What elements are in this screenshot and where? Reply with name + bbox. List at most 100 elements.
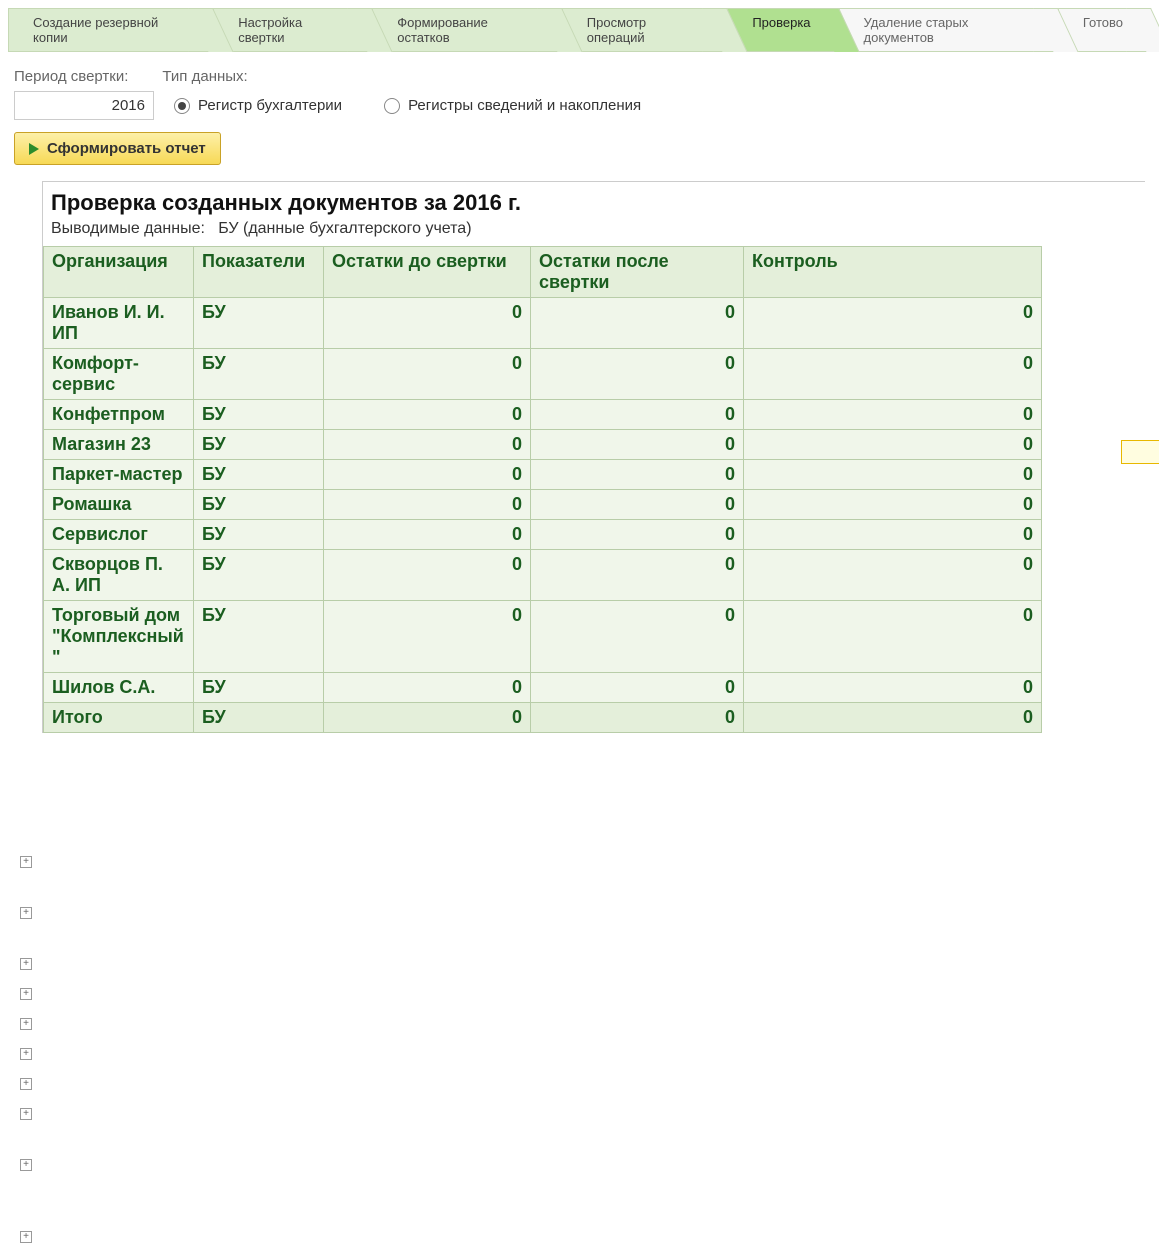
table-row: СервислогБУ000 xyxy=(44,520,1042,550)
table-cell: БУ xyxy=(194,400,324,430)
table-cell: Торговый дом "Комплексный" xyxy=(44,601,194,673)
table-row: Иванов И. И. ИПБУ000 xyxy=(44,298,1042,349)
table-cell: 0 xyxy=(531,601,744,673)
table-cell: 0 xyxy=(531,520,744,550)
table-row: КонфетпромБУ000 xyxy=(44,400,1042,430)
table-cell: Итого xyxy=(44,703,194,733)
table-cell: БУ xyxy=(194,430,324,460)
table-cell: 0 xyxy=(744,430,1042,460)
wizard-step-5[interactable]: Удаление старых документов xyxy=(839,8,1046,52)
expand-icon[interactable]: + xyxy=(20,958,32,970)
report-title: Проверка созданных документов за 2016 г. xyxy=(43,182,1145,220)
radio-accounting-register[interactable]: Регистр бухгалтерии xyxy=(174,97,342,114)
report-table: ОрганизацияПоказателиОстатки до сверткиО… xyxy=(43,246,1042,733)
table-cell: БУ xyxy=(194,673,324,703)
table-cell: 0 xyxy=(324,550,531,601)
play-icon xyxy=(29,143,39,155)
table-cell: 0 xyxy=(531,430,744,460)
table-cell: БУ xyxy=(194,490,324,520)
table-cell: 0 xyxy=(531,460,744,490)
table-cell: 0 xyxy=(744,490,1042,520)
expand-icon[interactable]: + xyxy=(20,907,32,919)
table-cell: 0 xyxy=(744,349,1042,400)
radio-icon xyxy=(174,98,190,114)
table-cell: 0 xyxy=(744,673,1042,703)
controls-panel: Период свертки: Тип данных: Регистр бухг… xyxy=(0,60,1159,122)
generate-report-button[interactable]: Сформировать отчет xyxy=(14,132,221,165)
table-cell: Паркет-мастер xyxy=(44,460,194,490)
table-row: Торговый дом "Комплексный"БУ000 xyxy=(44,601,1042,673)
wizard-step-1[interactable]: Настройка свертки xyxy=(213,8,360,52)
table-cell: 0 xyxy=(531,550,744,601)
table-cell: Магазин 23 xyxy=(44,430,194,460)
table-cell: 0 xyxy=(324,430,531,460)
table-cell: БУ xyxy=(194,460,324,490)
table-cell: 0 xyxy=(531,298,744,349)
table-cell: 0 xyxy=(531,673,744,703)
report-area: Проверка созданных документов за 2016 г.… xyxy=(0,181,1159,733)
table-cell: 0 xyxy=(744,550,1042,601)
table-row: Комфорт-сервисБУ000 xyxy=(44,349,1042,400)
expand-icon[interactable]: + xyxy=(20,1159,32,1171)
wizard-step-0[interactable]: Создание резервной копии xyxy=(8,8,201,52)
table-row: Паркет-мастерБУ000 xyxy=(44,460,1042,490)
table-cell: 0 xyxy=(531,349,744,400)
type-label: Тип данных: xyxy=(162,68,247,85)
table-cell: 0 xyxy=(744,703,1042,733)
table-cell: 0 xyxy=(324,490,531,520)
table-row: Магазин 23БУ000 xyxy=(44,430,1042,460)
table-cell: 0 xyxy=(324,349,531,400)
expand-icon[interactable]: + xyxy=(20,988,32,1000)
column-header: Остатки после свертки xyxy=(531,247,744,298)
radio-label: Регистр бухгалтерии xyxy=(198,97,342,114)
expand-icon[interactable]: + xyxy=(20,1231,32,1243)
expand-icon[interactable]: + xyxy=(20,1048,32,1060)
table-cell: 0 xyxy=(531,490,744,520)
table-row: Шилов С.А.БУ000 xyxy=(44,673,1042,703)
table-cell: 0 xyxy=(324,673,531,703)
table-cell: БУ xyxy=(194,298,324,349)
radio-label: Регистры сведений и накопления xyxy=(408,97,641,114)
radio-info-registers[interactable]: Регистры сведений и накопления xyxy=(384,97,641,114)
table-cell: Сервислог xyxy=(44,520,194,550)
column-header: Контроль xyxy=(744,247,1042,298)
table-cell: 0 xyxy=(324,298,531,349)
table-cell: БУ xyxy=(194,703,324,733)
wizard-step-3[interactable]: Просмотр операций xyxy=(562,8,716,52)
table-cell: БУ xyxy=(194,349,324,400)
table-cell: Конфетпром xyxy=(44,400,194,430)
table-cell: БУ xyxy=(194,601,324,673)
wizard-step-2[interactable]: Формирование остатков xyxy=(372,8,550,52)
table-cell: 0 xyxy=(744,520,1042,550)
table-cell: 0 xyxy=(744,601,1042,673)
radio-icon xyxy=(384,98,400,114)
expand-icon[interactable]: + xyxy=(20,1108,32,1120)
period-label: Период свертки: xyxy=(14,68,128,85)
table-cell: 0 xyxy=(324,601,531,673)
table-cell: 0 xyxy=(744,460,1042,490)
table-cell: 0 xyxy=(744,400,1042,430)
period-input[interactable] xyxy=(14,91,154,120)
table-cell: Скворцов П. А. ИП xyxy=(44,550,194,601)
table-cell: БУ xyxy=(194,520,324,550)
column-header: Организация xyxy=(44,247,194,298)
table-cell: 0 xyxy=(324,520,531,550)
column-header: Показатели xyxy=(194,247,324,298)
table-cell: 0 xyxy=(744,298,1042,349)
generate-report-label: Сформировать отчет xyxy=(47,140,206,157)
expand-icon[interactable]: + xyxy=(20,1078,32,1090)
table-cell: 0 xyxy=(324,703,531,733)
table-row: РомашкаБУ000 xyxy=(44,490,1042,520)
table-row: ИтогоБУ000 xyxy=(44,703,1042,733)
table-cell: 0 xyxy=(531,703,744,733)
table-cell: Комфорт-сервис xyxy=(44,349,194,400)
report-subtitle: Выводимые данные: БУ (данные бухгалтерск… xyxy=(43,220,1145,246)
expand-icon[interactable]: + xyxy=(20,856,32,868)
table-cell: БУ xyxy=(194,550,324,601)
table-cell: Шилов С.А. xyxy=(44,673,194,703)
table-cell: 0 xyxy=(531,400,744,430)
column-header: Остатки до свертки xyxy=(324,247,531,298)
side-tab[interactable] xyxy=(1121,440,1159,464)
expand-icon[interactable]: + xyxy=(20,1018,32,1030)
table-cell: 0 xyxy=(324,460,531,490)
